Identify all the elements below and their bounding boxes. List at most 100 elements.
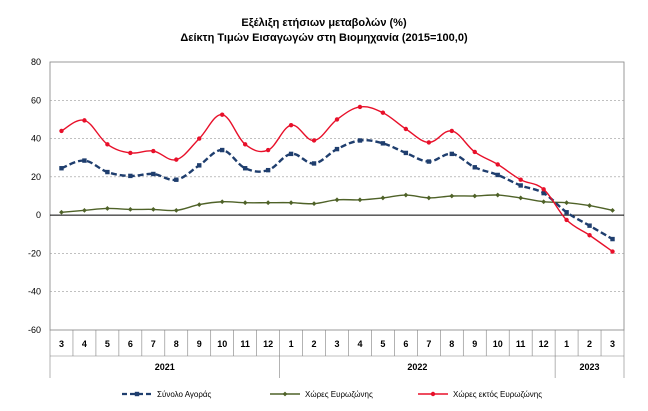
y-tick-label: -40	[28, 287, 41, 297]
legend-swatch-marker	[134, 391, 140, 397]
series-line	[61, 106, 613, 253]
data-point	[82, 118, 87, 123]
data-point	[541, 199, 547, 205]
data-point	[151, 148, 156, 154]
data-point	[587, 233, 592, 238]
gridlines	[49, 61, 625, 331]
legend-label: Χώρες εκτός Ευρωζώνης	[453, 390, 542, 399]
data-point	[197, 163, 202, 168]
data-point	[518, 183, 523, 188]
data-point	[288, 200, 294, 206]
data-point	[242, 166, 248, 171]
data-point	[174, 177, 179, 182]
x-tick-label: 5	[380, 339, 385, 349]
legend-item: Σύνολο Αγοράς	[122, 390, 212, 399]
data-point	[495, 162, 500, 167]
data-point	[288, 122, 294, 128]
data-point	[128, 150, 133, 156]
data-point	[472, 149, 477, 155]
data-point	[449, 128, 454, 134]
y-tick-label: 40	[31, 134, 41, 144]
data-point	[495, 192, 501, 198]
y-tick-label: 60	[31, 95, 41, 105]
data-point	[610, 236, 615, 242]
x-tick-label: 2	[587, 339, 592, 349]
x-tick-label: 9	[197, 339, 202, 349]
data-point	[174, 157, 179, 162]
data-point	[128, 173, 133, 179]
data-point	[151, 171, 156, 177]
data-point	[219, 199, 225, 205]
data-point	[472, 165, 477, 170]
data-point	[173, 207, 179, 213]
year-label: 2021	[155, 362, 175, 372]
x-tick-label: 4	[357, 339, 362, 349]
data-point	[357, 104, 363, 110]
data-point	[610, 249, 615, 254]
data-point	[426, 159, 432, 164]
x-tick-label: 4	[82, 339, 87, 349]
data-point	[541, 190, 546, 196]
legend-label: Χώρες Ευρωζώνης	[305, 390, 373, 399]
y-tick-label: -60	[28, 325, 41, 335]
y-tick-label: 80	[31, 57, 41, 67]
data-point	[449, 151, 454, 157]
data-point	[357, 197, 363, 203]
data-point	[357, 138, 363, 143]
legend-swatch-marker	[282, 391, 288, 397]
data-point	[288, 151, 294, 157]
x-tick-label: 10	[493, 339, 503, 349]
data-point	[380, 110, 386, 115]
data-point	[59, 209, 64, 215]
x-tick-label: 5	[105, 339, 110, 349]
x-tick-label: 7	[151, 339, 156, 349]
series-0	[59, 138, 615, 242]
series-2	[59, 104, 615, 254]
data-point	[82, 158, 87, 163]
year-label: 2022	[407, 362, 427, 372]
x-tick-label: 1	[564, 339, 569, 349]
data-point	[220, 147, 225, 153]
x-tick-label: 2	[312, 339, 317, 349]
legend: Σύνολο Αγοράς Χώρες Ευρωζώνης Χώρες εκτός …	[122, 390, 542, 399]
x-tick-label: 6	[403, 339, 408, 349]
data-point	[105, 142, 110, 147]
data-point	[449, 193, 455, 199]
data-point	[564, 210, 569, 215]
data-point	[127, 207, 133, 212]
series-layer	[59, 104, 615, 254]
data-point	[82, 207, 87, 213]
x-tick-label: 11	[516, 339, 526, 349]
data-point	[311, 138, 317, 143]
data-point	[495, 172, 500, 178]
x-tick-label: 11	[240, 339, 250, 349]
y-tick-label: 20	[31, 172, 41, 182]
data-point	[518, 195, 524, 201]
data-point	[541, 187, 546, 192]
data-point	[265, 167, 271, 173]
data-point	[59, 166, 64, 171]
x-tick-label: 3	[610, 339, 615, 349]
legend-swatch-marker	[430, 391, 436, 397]
legend-label: Σύνολο Αγοράς	[157, 390, 212, 399]
data-point	[380, 195, 386, 201]
data-point	[587, 203, 592, 208]
data-point	[403, 192, 409, 198]
data-point	[403, 150, 409, 156]
x-tick-label: 9	[472, 339, 477, 349]
data-point	[265, 200, 271, 206]
data-point	[610, 207, 615, 213]
chart-subtitle: Δείκτη Τιμών Εισαγωγών στη Βιομηχανία (2…	[180, 32, 468, 44]
x-tick-label: 7	[426, 339, 431, 349]
legend-item: Χώρες Ευρωζώνης	[270, 390, 373, 399]
x-tick-label: 12	[539, 339, 549, 349]
data-point	[59, 128, 64, 134]
data-point	[242, 200, 248, 206]
x-tick-label: 6	[128, 339, 133, 349]
series-line	[61, 138, 614, 241]
data-point	[242, 142, 248, 147]
x-tick-label: 1	[289, 339, 294, 349]
data-point	[311, 201, 317, 207]
